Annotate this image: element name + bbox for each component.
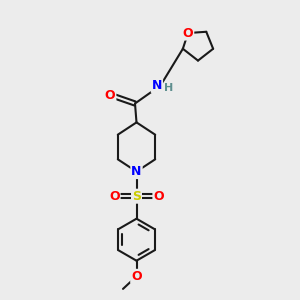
Text: O: O	[153, 190, 164, 203]
Text: N: N	[131, 165, 142, 178]
Text: H: H	[164, 83, 173, 93]
Text: O: O	[109, 190, 120, 203]
Text: S: S	[132, 190, 141, 203]
Text: O: O	[183, 26, 193, 40]
Text: N: N	[152, 79, 162, 92]
Text: O: O	[131, 270, 142, 283]
Text: O: O	[105, 89, 116, 102]
